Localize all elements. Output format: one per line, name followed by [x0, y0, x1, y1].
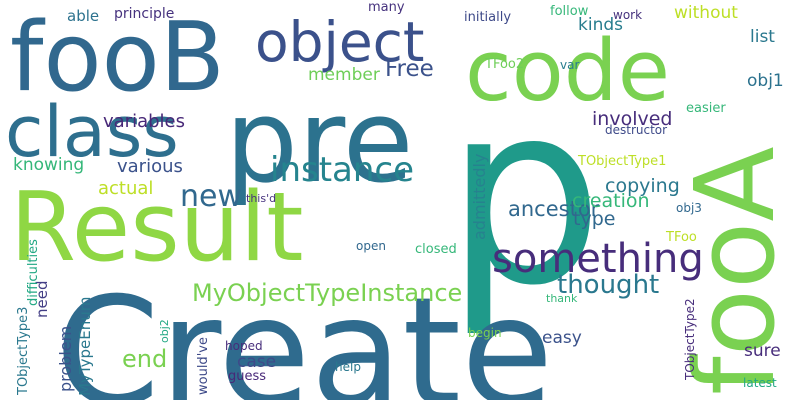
word-cloud-word: able: [67, 7, 100, 26]
word-cloud-word: member: [308, 64, 380, 85]
word-cloud-word: new: [180, 178, 243, 214]
word-cloud-word: obj3: [676, 200, 702, 215]
word-cloud-word: initially: [464, 9, 512, 25]
word-cloud-word: guess: [228, 368, 267, 384]
word-cloud-word: thank: [546, 292, 578, 306]
word-cloud-word: follow: [550, 3, 589, 19]
word-cloud-word: var: [560, 57, 580, 72]
word-cloud-word: help: [335, 359, 361, 374]
word-cloud-word: actual: [98, 177, 154, 199]
word-cloud-word: many: [368, 0, 405, 15]
word-cloud-word: hoped: [225, 338, 263, 353]
word-cloud-word: MyTypeEnum: [76, 296, 94, 396]
word-cloud-word: sure: [744, 340, 781, 361]
word-cloud-word: Free: [385, 56, 434, 83]
word-cloud-word: various: [117, 155, 183, 177]
word-cloud-word: list: [750, 26, 775, 47]
word-cloud-word: p: [445, 49, 604, 340]
word-cloud-word: open: [356, 238, 386, 253]
word-cloud-word: destructor: [605, 122, 668, 137]
word-cloud-word: TFoo: [666, 229, 697, 245]
word-cloud-word: obj2: [158, 319, 171, 343]
word-cloud-word: problem: [56, 325, 75, 392]
word-cloud-word: TObjectType3: [16, 306, 31, 395]
word-cloud-word: work: [613, 7, 643, 22]
word-cloud-word: admittedly: [470, 153, 489, 240]
word-cloud-word: TFoo2: [485, 56, 525, 72]
word-cloud-word: MyObjectTypeInstance: [192, 279, 463, 308]
word-cloud-word: begin: [468, 325, 502, 340]
word-cloud-word: obj1: [747, 70, 784, 91]
word-cloud-word: creation: [572, 190, 650, 213]
word-cloud-word: thought: [557, 269, 660, 300]
word-cloud-word: difficulties: [26, 239, 41, 306]
word-cloud-word: type: [573, 208, 616, 231]
word-cloud-word: instance: [270, 150, 415, 191]
word-cloud-word: copying: [605, 175, 680, 198]
word-cloud-word: something: [492, 235, 704, 282]
word-cloud-word: TObjectType2: [683, 298, 697, 380]
word-cloud-word: this'd: [246, 192, 277, 206]
word-cloud-word: Create: [55, 266, 554, 400]
word-cloud-word: closed: [415, 241, 457, 257]
word-cloud-word: code: [465, 21, 670, 121]
word-cloud-word: easy: [542, 327, 582, 348]
word-cloud-word: object: [255, 10, 425, 75]
word-cloud-word: knowing: [13, 154, 85, 175]
word-cloud-word: involved: [592, 108, 673, 131]
word-cloud-word: easier: [686, 100, 726, 116]
word-cloud-word: case: [237, 351, 277, 372]
word-cloud-word: end: [122, 345, 168, 374]
word-cloud-word: TObjectType1: [578, 153, 667, 169]
word-cloud-word: Result: [10, 172, 304, 283]
word-cloud-word: fooB: [10, 2, 225, 113]
word-cloud-word: variables: [103, 110, 185, 132]
word-cloud-word: pre: [225, 75, 414, 210]
word-cloud-word: principle: [114, 6, 175, 23]
word-cloud-word: kinds: [578, 14, 623, 35]
word-cloud-word: without: [674, 2, 738, 23]
word-cloud-word: would've: [196, 337, 211, 395]
word-cloud-word: latest: [743, 375, 777, 390]
word-cloud-word: class: [5, 91, 179, 174]
word-cloud-word: ancestor: [508, 196, 600, 221]
